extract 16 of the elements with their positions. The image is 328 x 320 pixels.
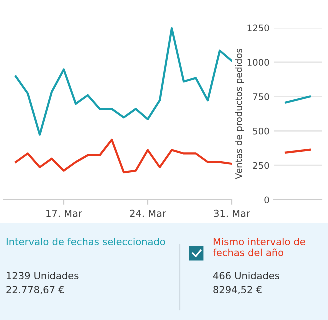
x-tick-label: 31. Mar: [214, 210, 250, 218]
text: Mismo intervalo de fechas del año: [213, 238, 306, 256]
text: 8294,52 €: [214, 286, 262, 295]
text: Intervalo de fechas seleccionado: [6, 238, 166, 246]
text: 466 Unidades: [213, 272, 280, 280]
x-tick-label: 24. Mar: [130, 210, 166, 218]
x-tick-label: 17. Mar: [46, 210, 82, 218]
y-tick-label: 1250: [248, 24, 270, 32]
text: 1239 Unidades: [7, 272, 79, 280]
text: 22.778,67 €: [6, 286, 64, 295]
y-axis-title: Ventas de productos pedidos: [235, 49, 244, 180]
y-tick-label: 250: [253, 162, 270, 170]
y-tick-label: 0: [264, 196, 270, 204]
y-tick-label: 1000: [248, 59, 270, 66]
y-tick-label: 500: [253, 128, 270, 135]
y-tick-label: 750: [253, 94, 270, 100]
